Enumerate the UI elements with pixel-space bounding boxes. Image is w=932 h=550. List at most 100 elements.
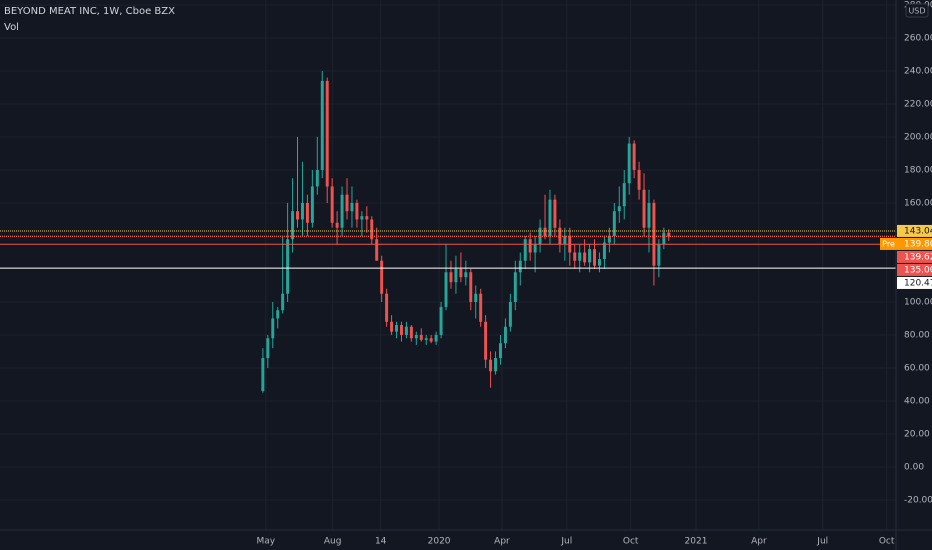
candle-body: [300, 202, 304, 220]
candle-body: [305, 202, 309, 223]
price-label-box: [897, 250, 932, 263]
candle-body: [434, 334, 438, 342]
candle-body: [335, 222, 339, 228]
candle-body: [642, 189, 646, 228]
price-label-box: [897, 237, 932, 250]
y-tick-label: 240.00: [904, 66, 932, 76]
price-label: 139.62: [904, 252, 932, 262]
candle-body: [464, 272, 468, 278]
x-tick-label: Apr: [751, 537, 767, 547]
chart-title: BEYOND MEAT INC, 1W, Cboe BZX: [4, 6, 175, 17]
candle-body: [523, 239, 527, 261]
candle-body: [513, 272, 517, 302]
candle-body: [419, 334, 423, 340]
candle-body: [553, 199, 557, 228]
candle-body: [350, 202, 354, 212]
x-tick-label: Oct: [623, 537, 639, 547]
price-label: 143.04: [904, 226, 932, 236]
y-tick-label: 60.00: [904, 363, 930, 373]
candle-body: [310, 186, 314, 223]
candle-body: [528, 239, 532, 253]
candle-body: [607, 235, 611, 243]
candle-body: [360, 216, 364, 220]
candle-body: [271, 318, 275, 339]
grid: [0, 0, 896, 530]
candle-body: [503, 326, 507, 344]
x-tick-label: Aug: [324, 537, 342, 547]
candle-body: [637, 169, 641, 190]
candle-body: [583, 252, 587, 263]
candle-body: [573, 252, 577, 261]
candle-body: [474, 293, 478, 302]
candle-body: [399, 325, 403, 335]
candle-body: [597, 259, 601, 266]
candle-body: [459, 268, 463, 278]
candle-body: [588, 249, 592, 263]
candle-body: [508, 301, 512, 327]
price-label: 135.00: [904, 265, 932, 275]
candle-body: [657, 244, 661, 266]
candle-body: [627, 143, 631, 184]
candle-body: [494, 358, 498, 372]
price-tag: Pre: [882, 239, 895, 248]
candle-body: [543, 227, 547, 236]
candle-body: [424, 338, 428, 340]
candle-body: [498, 343, 502, 359]
x-tick-label: 14: [375, 537, 387, 547]
x-tick-label: Oct: [879, 537, 895, 547]
candle-body: [325, 80, 329, 187]
candle-body: [647, 202, 651, 228]
x-tick-label: Apr: [494, 537, 510, 547]
currency[interactable]: USD: [908, 7, 925, 16]
y-tick-label: 0.00: [904, 462, 924, 472]
candle-body: [330, 186, 334, 223]
candle-body: [548, 199, 552, 236]
candle-body: [266, 338, 270, 359]
y-tick-label: 220.00: [904, 99, 932, 109]
y-tick-label: 20.00: [904, 429, 930, 439]
candle-body: [365, 216, 369, 220]
candle-body: [667, 232, 671, 237]
candle-body: [489, 359, 493, 372]
candle-body: [291, 211, 295, 240]
candle-body: [602, 242, 606, 260]
candle-body: [533, 244, 537, 253]
x-tick-label: 2021: [685, 537, 708, 547]
x-tick-label: May: [257, 537, 276, 547]
candle-body: [563, 235, 567, 245]
price-label-box: [897, 263, 932, 276]
candle-body: [355, 202, 359, 220]
candle-body: [662, 232, 666, 245]
price-label-box: [897, 276, 932, 289]
y-tick-label: 100.00: [904, 297, 932, 307]
candle-body: [320, 80, 324, 170]
price-label: 139.80: [904, 239, 932, 249]
candle-body: [429, 338, 433, 342]
candle-body: [439, 306, 443, 335]
x-tick-label: Jul: [560, 537, 572, 547]
candle-body: [395, 325, 399, 332]
price-tag-box: [880, 237, 897, 250]
candle-body: [385, 293, 389, 322]
x-tick-label: Jul: [816, 537, 828, 547]
volume-legend: Vol: [4, 22, 19, 33]
candle-body: [479, 293, 483, 322]
candle-body: [449, 272, 453, 283]
y-tick-label: -20.00: [904, 495, 932, 505]
candle-body: [593, 249, 597, 266]
candle-body: [286, 239, 290, 294]
y-tick-label: 200.00: [904, 132, 932, 142]
candle-body: [261, 358, 265, 392]
candle-body: [345, 194, 349, 212]
candle-body: [469, 272, 473, 302]
price-label: 120.47: [904, 278, 932, 288]
candle-body: [454, 268, 458, 283]
y-tick-label: 180.00: [904, 165, 932, 175]
candle-body: [617, 206, 621, 212]
price-axis: 280.00260.00240.00220.00200.00180.00160.…: [257, 0, 932, 547]
candle-body: [375, 239, 379, 261]
y-tick-label: 160.00: [904, 198, 932, 208]
candle-body: [276, 310, 280, 319]
candle-body: [409, 326, 413, 339]
currency-box[interactable]: [905, 3, 929, 18]
